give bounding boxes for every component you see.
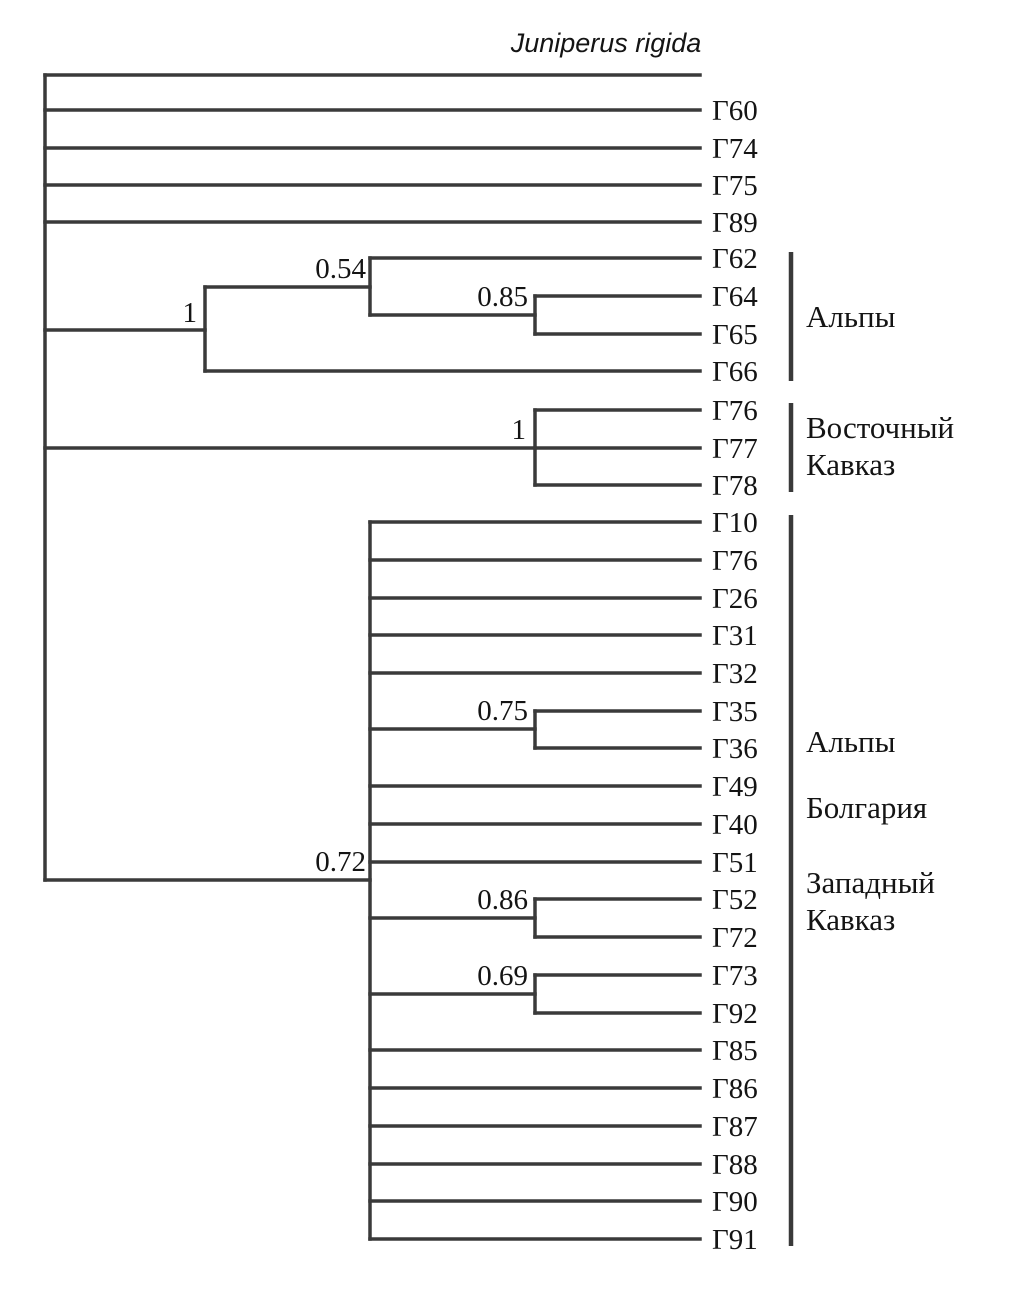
tip-label-Γ35: Γ35 [712, 696, 758, 728]
tip-label-Γ66: Γ66 [712, 356, 758, 388]
tip-label-Γ65: Γ65 [712, 319, 758, 351]
outgroup-species-label: Juniperus rigida [510, 28, 702, 58]
tip-label-Γ77: Γ77 [712, 433, 758, 465]
tip-label-Γ91: Γ91 [712, 1224, 758, 1256]
tip-label-Γ86: Γ86 [712, 1073, 758, 1105]
tip-label-Γ75: Γ75 [712, 170, 758, 202]
group-name-label: Болгария [806, 790, 927, 825]
support-value-label: 1 [183, 297, 198, 329]
tip-label-Γ74: Γ74 [712, 133, 758, 165]
tip-label-Γ90: Γ90 [712, 1186, 758, 1218]
group-name-label: Кавказ [806, 447, 895, 482]
tip-label-Γ87: Γ87 [712, 1111, 758, 1143]
group-name-label: Кавказ [806, 902, 895, 937]
group-name-label: Альпы [806, 724, 896, 759]
tip-label-Γ88: Γ88 [712, 1149, 758, 1181]
tip-label-Γ26: Γ26 [712, 583, 758, 615]
tip-label-Γ92: Γ92 [712, 998, 758, 1030]
tip-label-Γ51: Γ51 [712, 847, 758, 879]
support-value-label: 0.86 [477, 884, 528, 916]
tip-label-Γ72: Γ72 [712, 922, 758, 954]
tip-label-Γ64: Γ64 [712, 281, 758, 313]
tip-label-Γ76: Γ76 [712, 545, 758, 577]
tip-label-Γ40: Γ40 [712, 809, 758, 841]
tip-label-Γ49: Γ49 [712, 771, 758, 803]
group-name-label: Восточный [806, 410, 954, 445]
tip-label-Γ73: Γ73 [712, 960, 758, 992]
tip-label-Γ52: Γ52 [712, 884, 758, 916]
group-name-label: Альпы [806, 299, 896, 334]
support-value-label: 0.75 [477, 695, 528, 727]
tip-label-Γ36: Γ36 [712, 733, 758, 765]
tip-label-Γ85: Γ85 [712, 1035, 758, 1067]
support-value-label: 0.85 [477, 281, 528, 313]
group-name-label: Западный [806, 865, 935, 900]
support-value-label: 0.54 [315, 253, 366, 285]
tip-label-Γ31: Γ31 [712, 620, 758, 652]
tip-label-Γ76: Γ76 [712, 395, 758, 427]
support-value-label: 0.69 [477, 960, 528, 992]
tip-label-Γ62: Γ62 [712, 243, 758, 275]
support-value-label: 0.72 [315, 846, 366, 878]
tip-label-Γ60: Γ60 [712, 95, 758, 127]
tip-label-Γ32: Γ32 [712, 658, 758, 690]
support-value-label: 1 [512, 414, 527, 446]
tip-label-Γ10: Γ10 [712, 507, 758, 539]
tip-label-Γ78: Γ78 [712, 470, 758, 502]
tip-label-Γ89: Γ89 [712, 207, 758, 239]
